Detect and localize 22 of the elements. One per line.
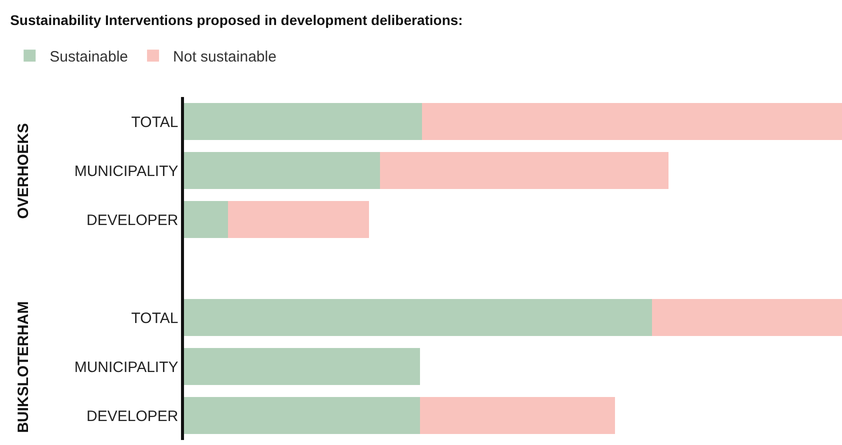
- y-tick-label: MUNICIPALITY: [74, 162, 178, 180]
- bar: [380, 152, 668, 189]
- chart-title: Sustainability Interventions proposed in development deliberations:: [10, 12, 463, 28]
- bar: [652, 299, 842, 336]
- y-tick-label: DEVELOPER: [86, 408, 178, 425]
- bar: [184, 397, 420, 434]
- legend-label: Sustainable: [50, 48, 128, 66]
- y-tick-label: MUNICIPALITY: [74, 358, 178, 376]
- bar: [184, 299, 652, 336]
- text: BUIKSLOTERHAM: [14, 301, 32, 433]
- bar: [184, 103, 422, 140]
- y-tick-label: TOTAL: [131, 114, 178, 131]
- bar: [422, 103, 842, 140]
- bar: [184, 348, 420, 385]
- y-tick-label: DEVELOPER: [86, 212, 178, 229]
- bar: [184, 201, 228, 238]
- bar: [184, 152, 380, 189]
- legend-label: Not sustainable: [173, 48, 276, 66]
- bar: [228, 201, 369, 238]
- y-tick-label: TOTAL: [131, 310, 178, 327]
- bar: [420, 397, 615, 434]
- text: OVERHOEKS: [14, 123, 32, 219]
